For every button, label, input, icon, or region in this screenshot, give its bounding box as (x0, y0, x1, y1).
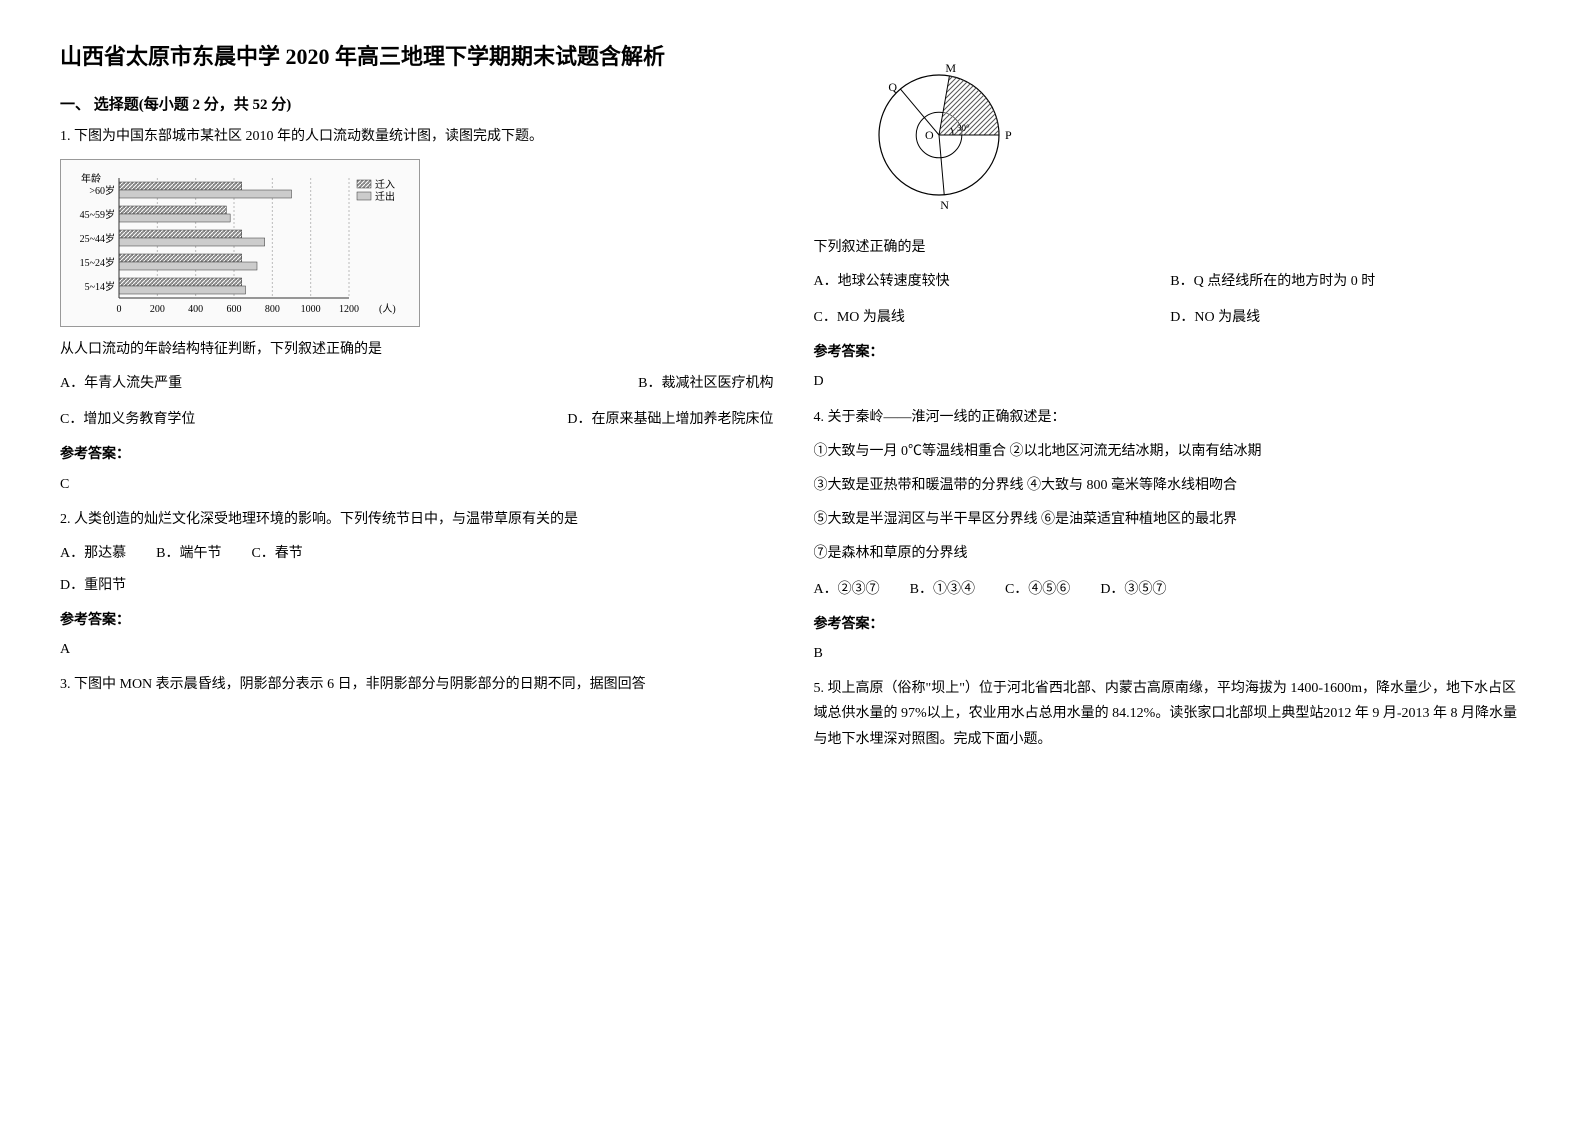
q1-chart: 年龄 0 200 400 600 800 1000 1200 (人) >60岁 45~59岁 25~4… (60, 159, 420, 327)
q1-options: A．年青人流失严重 B．裁减社区医疗机构 C．增加义务教育学位 D．在原来基础上… (60, 370, 774, 434)
question-1: 1. 下图为中国东部城市某社区 2010 年的人口流动数量统计图，读图完成下题。… (60, 124, 774, 497)
svg-text:O: O (925, 128, 934, 142)
svg-text:400: 400 (188, 304, 203, 315)
q2-answer: A (60, 637, 774, 662)
q3-answer-label: 参考答案： (814, 340, 1528, 365)
q2-opt-b: B．端午节 (156, 540, 221, 568)
svg-text:1200: 1200 (339, 304, 359, 315)
svg-text:600: 600 (227, 304, 242, 315)
question-3-body: 下列叙述正确的是 A．地球公转速度较快 B．Q 点经线所在的地方时为 0 时 C… (814, 235, 1528, 395)
question-2: 2. 人类创造的灿烂文化深受地理环境的影响。下列传统节日中，与温带草原有关的是 … (60, 507, 774, 663)
q4-answer: B (814, 641, 1528, 666)
question-5: 5. 坝上高原（俗称"坝上"）位于河北省西北部、内蒙古高原南缘，平均海拔为 14… (814, 676, 1528, 752)
q3-text: 3. 下图中 MON 表示晨昏线，阴影部分表示 6 日，非阴影部分与阴影部分的日… (60, 672, 774, 697)
q1-opt-c: C．增加义务教育学位 (60, 406, 195, 434)
q2-answer-label: 参考答案： (60, 608, 774, 633)
q5-text: 5. 坝上高原（俗称"坝上"）位于河北省西北部、内蒙古高原南缘，平均海拔为 14… (814, 676, 1528, 752)
q2-text: 2. 人类创造的灿烂文化深受地理环境的影响。下列传统节日中，与温带草原有关的是 (60, 507, 774, 532)
q1-answer-label: 参考答案： (60, 442, 774, 467)
q3-diagram-svg: 30° M N O P Q (854, 50, 1024, 220)
q1-text: 1. 下图为中国东部城市某社区 2010 年的人口流动数量统计图，读图完成下题。 (60, 124, 774, 149)
q2-opt-a: A．那达慕 (60, 540, 126, 568)
q1-answer: C (60, 472, 774, 497)
svg-text:N: N (940, 198, 949, 212)
question-4: 4. 关于秦岭——淮河一线的正确叙述是： ①大致与一月 0℃等温线相重合 ②以北… (814, 405, 1528, 667)
q3-opt-b: B．Q 点经线所在的地方时为 0 时 (1170, 268, 1527, 296)
q4-answer-label: 参考答案： (814, 612, 1528, 637)
q4-s3: ⑤大致是半湿润区与半干旱区分界线 ⑥是油菜适宜种植地区的最北界 (814, 506, 1528, 534)
svg-text:1000: 1000 (301, 304, 321, 315)
section-one-header: 一、 选择题(每小题 2 分，共 52 分) (60, 93, 774, 114)
q3-opt-d: D．NO 为晨线 (1170, 304, 1527, 332)
q2-options: A．那达慕 B．端午节 C．春节 D．重阳节 (60, 540, 774, 600)
svg-text:0: 0 (117, 304, 122, 315)
q3-options: A．地球公转速度较快 B．Q 点经线所在的地方时为 0 时 C．MO 为晨线 D… (814, 268, 1528, 332)
q4-s2: ③大致是亚热带和暖温带的分界线 ④大致与 800 毫米等降水线相吻合 (814, 472, 1528, 500)
q2-opt-c: C．春节 (251, 540, 302, 568)
q4-s1: ①大致与一月 0℃等温线相重合 ②以北地区河流无结冰期，以南有结冰期 (814, 438, 1528, 466)
question-3-intro: 3. 下图中 MON 表示晨昏线，阴影部分表示 6 日，非阴影部分与阴影部分的日… (60, 672, 774, 697)
svg-text:M: M (945, 61, 956, 75)
q4-opt-a: A．②③⑦ (814, 576, 880, 604)
q3-diagram: 30° M N O P Q (854, 50, 1528, 225)
right-column: 30° M N O P Q 下列叙述正确的是 A．地球公转速度较快 B．Q 点经线所在的地… (814, 40, 1528, 762)
svg-text:25~44岁: 25~44岁 (80, 232, 115, 245)
q3-answer: D (814, 369, 1528, 394)
q3-opt-c: C．MO 为晨线 (814, 304, 1171, 332)
q1-opt-a: A．年青人流失严重 (60, 370, 182, 398)
q2-opt-d: D．重阳节 (60, 572, 126, 600)
svg-text:>60岁: >60岁 (89, 184, 115, 197)
svg-text:5~14岁: 5~14岁 (85, 280, 115, 293)
svg-text:800: 800 (265, 304, 280, 315)
q1-chart-svg: 年龄 0 200 400 600 800 1000 1200 (人) >60岁 45~59岁 25~4… (69, 168, 409, 318)
svg-text:45~59岁: 45~59岁 (80, 208, 115, 221)
doc-title: 山西省太原市东晨中学 2020 年高三地理下学期期末试题含解析 (60, 40, 774, 73)
svg-text:Q: Q (888, 80, 897, 94)
q3-judge: 下列叙述正确的是 (814, 235, 1528, 260)
q4-options: A．②③⑦ B．①③④ C．④⑤⑥ D．③⑤⑦ (814, 576, 1528, 604)
svg-text:30°: 30° (957, 123, 970, 133)
svg-text:P: P (1005, 128, 1012, 142)
q4-text: 4. 关于秦岭——淮河一线的正确叙述是： (814, 405, 1528, 430)
svg-text:15~24岁: 15~24岁 (80, 256, 115, 269)
q1-opt-b: B．裁减社区医疗机构 (638, 370, 773, 398)
svg-text:(人): (人) (379, 303, 396, 315)
q4-opt-c: C．④⑤⑥ (1005, 576, 1070, 604)
q3-opt-a: A．地球公转速度较快 (814, 268, 1171, 296)
q4-opt-b: B．①③④ (910, 576, 975, 604)
q4-s4: ⑦是森林和草原的分界线 (814, 540, 1528, 568)
svg-text:迁出: 迁出 (375, 190, 395, 203)
svg-text:年龄: 年龄 (81, 172, 101, 185)
left-column: 山西省太原市东晨中学 2020 年高三地理下学期期末试题含解析 一、 选择题(每… (60, 40, 774, 762)
svg-text:200: 200 (150, 304, 165, 315)
q4-opt-d: D．③⑤⑦ (1100, 576, 1166, 604)
page-container: 山西省太原市东晨中学 2020 年高三地理下学期期末试题含解析 一、 选择题(每… (60, 40, 1527, 762)
q1-judge: 从人口流动的年龄结构特征判断，下列叙述正确的是 (60, 337, 774, 362)
q1-opt-d: D．在原来基础上增加养老院床位 (567, 406, 773, 434)
svg-text:迁入: 迁入 (375, 179, 395, 191)
